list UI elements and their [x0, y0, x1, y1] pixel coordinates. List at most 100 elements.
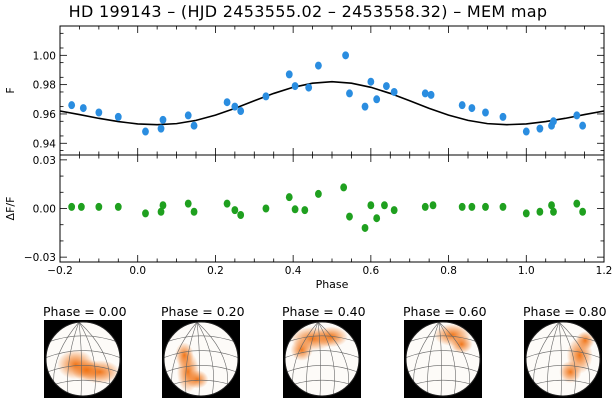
residual-point: [361, 223, 369, 232]
lightcurve-point: [157, 124, 165, 133]
chart-title: HD 199143 – (HJD 2453555.02 – 2453558.32…: [68, 2, 548, 21]
lightcurve-point: [285, 70, 293, 79]
starspot: [575, 331, 595, 350]
lightcurve-point: [114, 112, 122, 121]
residual-point: [468, 202, 476, 211]
y-tick-label: 0.98: [33, 80, 56, 92]
longitude-line: [78, 322, 82, 396]
lightcurve-point: [68, 101, 76, 110]
y-tick-label: −0.03: [24, 252, 56, 264]
lightcurve-point: [367, 77, 375, 86]
residual-point: [190, 207, 198, 216]
residual-point: [390, 206, 398, 215]
longitude-line: [67, 322, 80, 396]
lightcurve-point: [342, 51, 349, 60]
lightcurve-point: [291, 82, 299, 91]
residual-point: [231, 206, 239, 215]
y-tick-label: 0.03: [33, 155, 56, 167]
phase-map-label: Phase = 0.80: [523, 304, 607, 319]
longitude-line: [185, 322, 198, 396]
longitude-line: [438, 322, 442, 396]
residual-point: [548, 201, 555, 210]
lightcurve-point: [499, 112, 507, 121]
disc-outline: [163, 321, 239, 397]
latitude-line: [285, 350, 359, 358]
residual-point: [157, 207, 165, 216]
residual-point: [142, 209, 149, 218]
disc-outline: [284, 321, 360, 397]
longitude-line: [438, 322, 456, 396]
lightcurve-point: [390, 87, 398, 96]
latitude-line: [46, 350, 120, 358]
y-tick-label: 1.00: [33, 50, 56, 62]
starspot: [559, 360, 582, 384]
x-tick-label: −0.2: [47, 265, 73, 277]
phase-map: [283, 320, 361, 398]
lightcurve-point: [142, 127, 149, 136]
residual-point: [237, 210, 245, 219]
residual-point: [579, 207, 587, 216]
y-tick-label: 0.94: [33, 138, 57, 150]
residual-point: [381, 201, 388, 210]
lightcurve-point: [482, 108, 489, 117]
residual-frame: [59, 154, 605, 263]
lightcurve-point: [95, 108, 103, 117]
lightcurve-point: [468, 104, 476, 113]
residual-point: [301, 206, 309, 215]
phase-map: [44, 320, 122, 398]
residual-point: [159, 201, 167, 210]
x-tick-label: 1.2: [596, 265, 613, 277]
longitude-line: [558, 322, 576, 396]
longitude-line: [547, 322, 560, 396]
latitude-line: [46, 335, 120, 344]
y-axis-label-residual: ΔF/F: [4, 197, 17, 221]
latitude-line: [164, 365, 238, 373]
longitude-line: [317, 322, 335, 396]
x-tick-label: 0.6: [363, 265, 380, 277]
lightcurve-point: [373, 95, 381, 104]
residual-point: [421, 202, 429, 211]
residual-point: [373, 214, 381, 223]
latitude-line: [285, 365, 359, 373]
disc-outline: [45, 321, 121, 397]
latitude-line: [46, 365, 120, 373]
residual-point: [499, 202, 507, 211]
lightcurve-point: [305, 83, 313, 92]
longitude-line: [78, 322, 96, 396]
residual-point: [346, 212, 353, 221]
starspot: [186, 370, 209, 389]
phase-map-label: Phase = 0.20: [161, 304, 245, 319]
residual-point: [550, 207, 557, 216]
starspot: [290, 338, 313, 361]
lightcurve-point: [579, 121, 587, 130]
residual-point: [482, 202, 489, 211]
phase-map-label: Phase = 0.40: [282, 304, 366, 319]
residual-point: [340, 183, 348, 192]
lightcurve-point: [223, 98, 231, 107]
x-axis-label: Phase: [316, 278, 349, 291]
starspot-group: [559, 331, 595, 384]
lightcurve-point: [79, 104, 87, 113]
y-tick-label: 0.96: [33, 109, 57, 121]
lightcurve-point: [427, 90, 435, 99]
x-tick-label: 0.4: [285, 265, 302, 277]
lightcurve-point: [159, 115, 167, 124]
residual-point: [68, 202, 76, 211]
phase-map-label: Phase = 0.00: [43, 304, 127, 319]
residual-point: [522, 209, 530, 218]
residual-point: [429, 201, 437, 210]
y-tick-label: 0.00: [33, 204, 56, 216]
longitude-line: [427, 322, 440, 396]
residual-point: [536, 207, 544, 216]
residual-point: [573, 199, 581, 208]
residual-point: [223, 199, 231, 208]
residual-point: [291, 205, 299, 214]
lightcurve-point: [421, 89, 429, 98]
lightcurve-point: [361, 102, 369, 111]
latitude-line: [526, 350, 600, 358]
longitude-line: [558, 322, 562, 396]
lightcurve-point: [522, 127, 530, 136]
phase-map: [162, 320, 240, 398]
lightcurve-point: [346, 89, 353, 98]
residual-point: [285, 193, 293, 202]
